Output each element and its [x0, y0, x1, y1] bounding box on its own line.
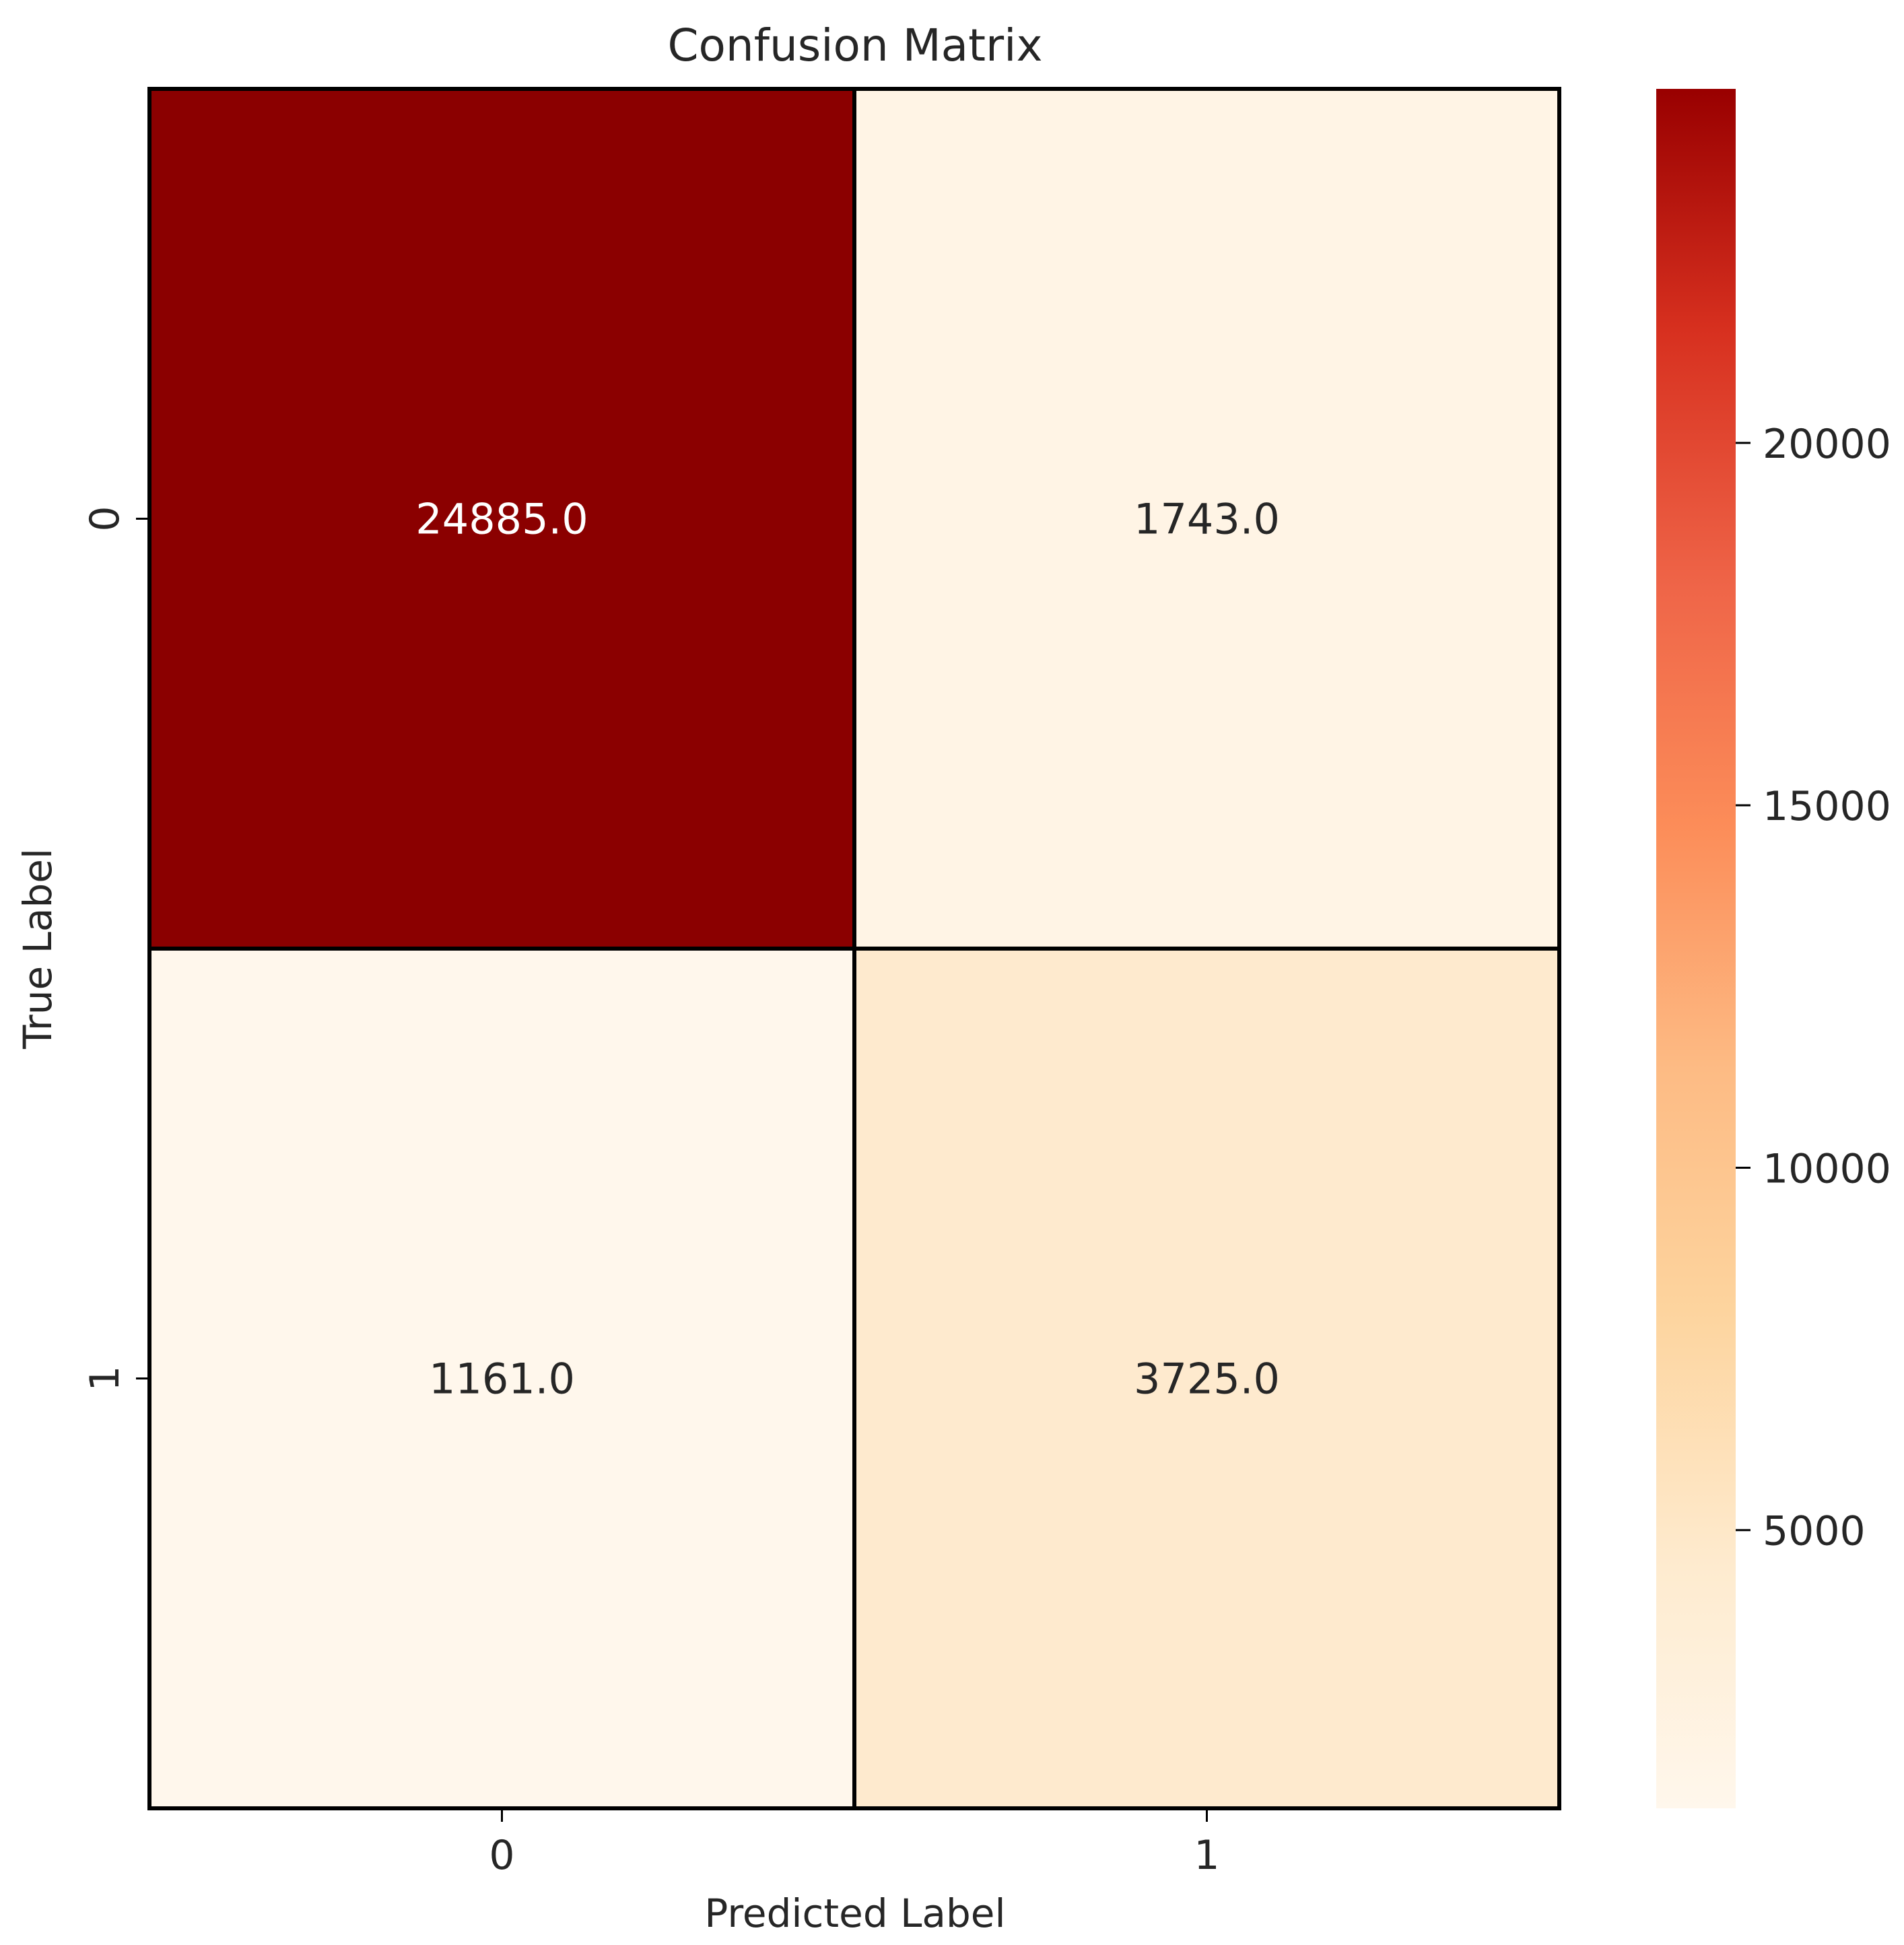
heatmap-cells	[147, 87, 1561, 1810]
colorbar-tick-label-5000: 5000	[1763, 1508, 1866, 1555]
heatmap-cell-r0-c1	[852, 87, 1561, 951]
cell-annotation-r1-c0: 1161.0	[429, 1355, 575, 1404]
heatmap-cell-r1-c1	[852, 947, 1561, 1810]
heatmap-cell-r1-c0	[147, 947, 856, 1810]
heatmap-cell-r0-c0	[147, 87, 856, 951]
y-tick-label-0: 0	[81, 506, 129, 531]
cell-annotation-r1-c1: 3725.0	[1134, 1355, 1280, 1404]
x-tick-label-0: 0	[489, 1832, 514, 1879]
colorbar-tick-label-15000: 15000	[1763, 783, 1891, 830]
cell-annotation-r0-c0: 24885.0	[415, 495, 588, 544]
colorbar-ticks: 5000 10000 15000 20000	[1736, 421, 1891, 1555]
colorbar-tick-label-10000: 10000	[1763, 1145, 1891, 1192]
y-axis-ticks: 01	[81, 506, 149, 1392]
cell-annotations: 24885.0 1743.0 1161.0 3725.0	[415, 495, 1280, 1404]
x-axis-label: Predicted Label	[704, 1890, 1005, 1936]
y-axis-label: True Label	[15, 848, 61, 1050]
y-tick-label-1: 1	[81, 1365, 129, 1391]
chart-title: Confusion Matrix	[667, 20, 1042, 71]
colorbar	[1656, 89, 1736, 1808]
x-tick-label-1: 1	[1194, 1832, 1219, 1879]
cell-annotation-r0-c1: 1743.0	[1134, 495, 1280, 544]
colorbar-tick-label-20000: 20000	[1763, 421, 1891, 468]
plot-frame	[148, 88, 1561, 1810]
